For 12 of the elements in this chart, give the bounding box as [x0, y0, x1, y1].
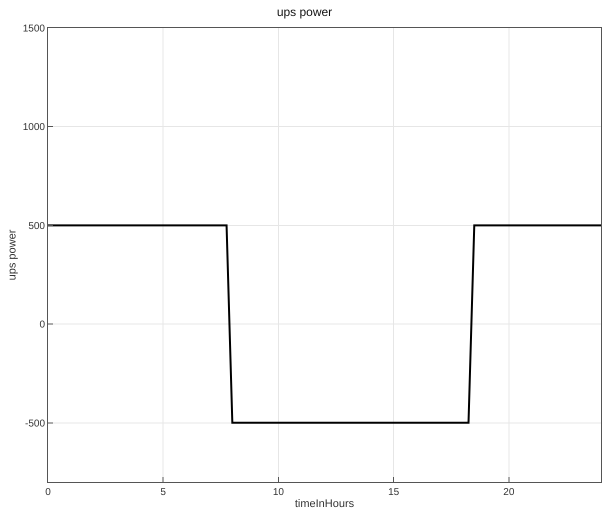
x-tick-label: 15 [388, 487, 400, 498]
chart-title: ups power [276, 5, 332, 20]
y-tick-label: 0 [39, 320, 46, 331]
x-tick-label: 5 [160, 487, 166, 498]
y-tick-label: 1500 [22, 24, 46, 34]
y-axis-title: ups power [6, 229, 18, 280]
x-tick-label: 20 [503, 487, 515, 498]
y-tick-label: 1000 [22, 122, 46, 134]
y-tick-label: 500 [28, 220, 46, 232]
x-tick-label: 10 [272, 487, 284, 498]
x-axis-title: timeInHours [294, 498, 355, 510]
y-tick-label: -500 [24, 418, 46, 430]
